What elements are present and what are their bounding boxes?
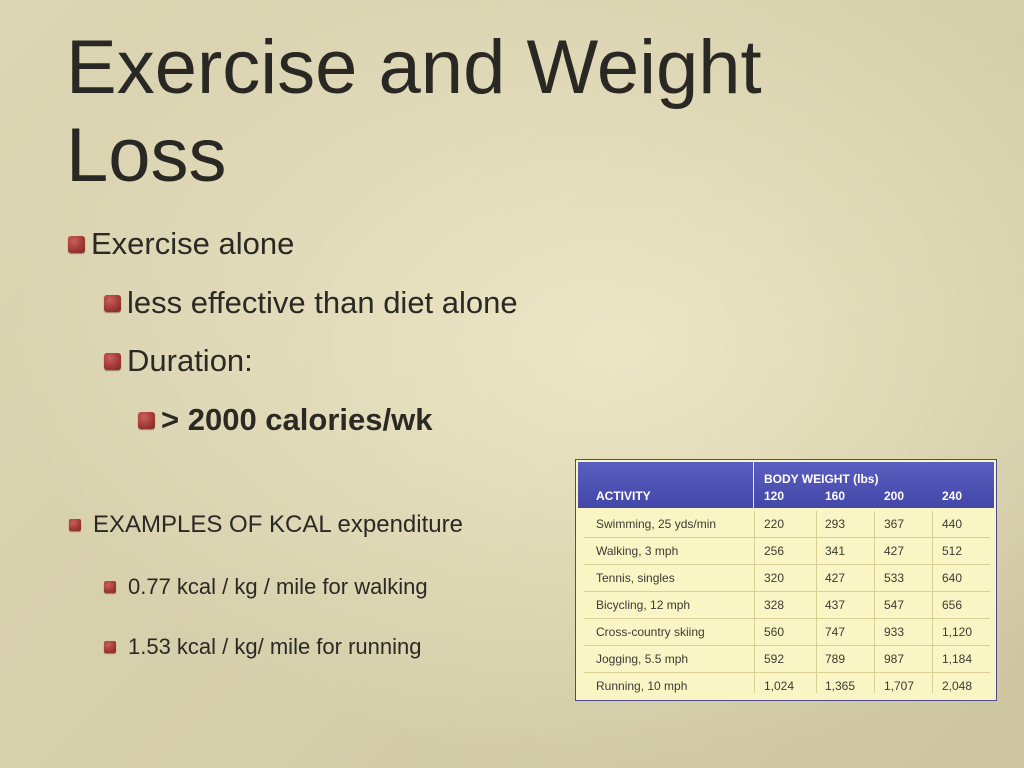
value-cell: 328: [764, 598, 785, 612]
activity-cell: Cross-country skiing: [596, 625, 705, 639]
bullet-text: less effective than diet alone: [127, 285, 518, 320]
bullet-text: > 2000 calories/wk: [161, 402, 433, 437]
value-cell: 427: [884, 544, 905, 558]
weight-header: 120: [764, 489, 785, 503]
column-divider: [932, 511, 933, 693]
value-cell: 533: [884, 571, 905, 585]
value-cell: 987: [884, 652, 905, 666]
value-cell: 747: [825, 625, 846, 639]
column-divider: [754, 511, 755, 693]
activity-cell: Tennis, singles: [596, 571, 675, 585]
value-cell: 789: [825, 652, 846, 666]
bullet-running: 1.53 kcal / kg/ mile for running: [104, 634, 421, 660]
value-cell: 560: [764, 625, 785, 639]
table-row: Jogging, 5.5 mph 592 789 987 1,184: [584, 646, 990, 673]
bullet-icon: [104, 352, 121, 370]
weight-header: 160: [825, 489, 846, 503]
value-cell: 256: [764, 544, 785, 558]
value-cell: 640: [942, 571, 963, 585]
table-row: Cross-country skiing 560 747 933 1,120: [584, 619, 990, 646]
calorie-table: ACTIVITY BODY WEIGHT (lbs) 120 160 200 2…: [575, 459, 997, 701]
activity-cell: Running, 10 mph: [596, 679, 688, 693]
value-cell: 1,365: [825, 679, 856, 693]
bullet-text: Duration:: [127, 343, 253, 378]
value-cell: 1,184: [942, 652, 973, 666]
column-divider: [816, 511, 817, 693]
value-cell: 341: [825, 544, 846, 558]
bullet-text: 1.53 kcal / kg/ mile for running: [128, 634, 422, 659]
value-cell: 2,048: [942, 679, 973, 693]
value-cell: 1,707: [884, 679, 915, 693]
value-cell: 656: [942, 598, 963, 612]
activity-cell: Bicycling, 12 mph: [596, 598, 691, 612]
bullet-icon: [104, 641, 116, 653]
bullet-walking: 0.77 kcal / kg / mile for walking: [104, 574, 428, 600]
table-row: Running, 10 mph 1,024 1,365 1,707 2,048: [584, 673, 990, 699]
bullet-icon: [104, 581, 116, 593]
bullet-icon: [104, 294, 121, 312]
table-header: ACTIVITY BODY WEIGHT (lbs) 120 160 200 2…: [578, 462, 994, 508]
value-cell: 320: [764, 571, 785, 585]
value-cell: 427: [825, 571, 846, 585]
body-weight-header: BODY WEIGHT (lbs): [764, 472, 879, 486]
table-row: Swimming, 25 yds/min 220 293 367 440: [584, 511, 990, 538]
value-cell: 547: [884, 598, 905, 612]
bullet-icon: [68, 235, 85, 253]
value-cell: 293: [825, 517, 846, 531]
value-cell: 933: [884, 625, 905, 639]
value-cell: 512: [942, 544, 963, 558]
bullet-text: 0.77 kcal / kg / mile for walking: [128, 574, 428, 599]
activity-cell: Jogging, 5.5 mph: [596, 652, 689, 666]
activity-header: ACTIVITY: [596, 489, 651, 503]
bullet-icon: [69, 519, 81, 531]
header-divider: [753, 462, 754, 508]
value-cell: 1,120: [942, 625, 973, 639]
activity-cell: Walking, 3 mph: [596, 544, 679, 558]
table-row: Tennis, singles 320 427 533 640: [584, 565, 990, 592]
value-cell: 440: [942, 517, 963, 531]
value-cell: 1,024: [764, 679, 795, 693]
weight-header: 240: [942, 489, 963, 503]
table-row: Walking, 3 mph 256 341 427 512: [584, 538, 990, 565]
bullet-exercise-alone: Exercise alone: [68, 226, 294, 262]
bullet-text: Exercise alone: [91, 226, 295, 261]
value-cell: 367: [884, 517, 905, 531]
bullet-text: EXAMPLES OF KCAL expenditure: [93, 511, 463, 538]
table-body: Swimming, 25 yds/min 220 293 367 440 Wal…: [584, 511, 990, 699]
bullet-less-effective: less effective than diet alone: [104, 285, 518, 321]
bullet-icon: [138, 411, 155, 429]
weight-header: 200: [884, 489, 905, 503]
activity-cell: Swimming, 25 yds/min: [596, 517, 717, 531]
bullet-duration: Duration:: [104, 343, 253, 379]
value-cell: 437: [825, 598, 846, 612]
column-divider: [874, 511, 875, 693]
bullet-examples: EXAMPLES OF KCAL expenditure: [69, 511, 463, 539]
value-cell: 220: [764, 517, 785, 531]
slide-title: Exercise and Weight Loss: [66, 25, 762, 198]
table-row: Bicycling, 12 mph 328 437 547 656: [584, 592, 990, 619]
value-cell: 592: [764, 652, 785, 666]
bullet-calories: > 2000 calories/wk: [138, 402, 432, 438]
